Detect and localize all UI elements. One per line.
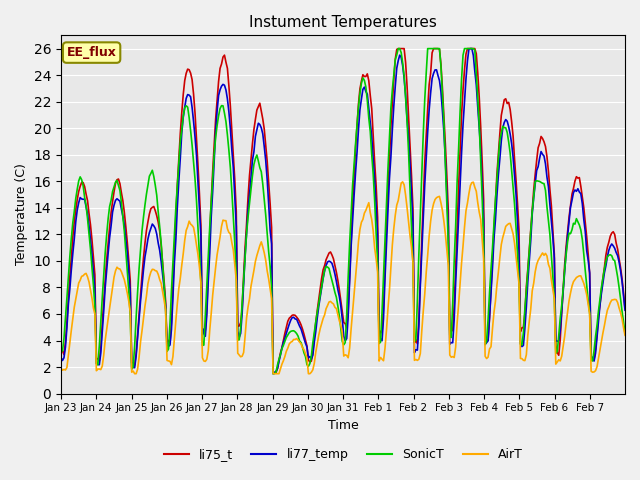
- Line: AirT: AirT: [61, 182, 625, 374]
- Text: EE_flux: EE_flux: [67, 46, 116, 59]
- SonicT: [57, 348, 65, 353]
- li77_temp: [467, 46, 474, 51]
- AirT: [462, 208, 470, 214]
- li75_t: [621, 305, 629, 311]
- AirT: [94, 366, 102, 372]
- AirT: [131, 371, 138, 377]
- li77_temp: [94, 361, 102, 367]
- SonicT: [76, 174, 84, 180]
- SonicT: [546, 231, 554, 237]
- Y-axis label: Temperature (C): Temperature (C): [15, 164, 28, 265]
- li75_t: [546, 187, 554, 192]
- li77_temp: [76, 195, 84, 201]
- li77_temp: [546, 202, 554, 207]
- AirT: [76, 277, 84, 283]
- X-axis label: Time: Time: [328, 419, 358, 432]
- li75_t: [620, 290, 627, 296]
- li77_temp: [461, 99, 468, 105]
- AirT: [546, 265, 554, 271]
- AirT: [349, 309, 356, 315]
- li75_t: [349, 202, 356, 207]
- li75_t: [394, 46, 402, 51]
- Line: SonicT: SonicT: [61, 48, 625, 374]
- li77_temp: [620, 293, 627, 299]
- li77_temp: [621, 307, 629, 313]
- li77_temp: [269, 371, 277, 377]
- li75_t: [76, 183, 84, 189]
- SonicT: [94, 362, 102, 368]
- Title: Instument Temperatures: Instument Temperatures: [249, 15, 437, 30]
- SonicT: [620, 319, 627, 325]
- SonicT: [621, 331, 629, 336]
- SonicT: [394, 46, 402, 51]
- li75_t: [94, 356, 102, 362]
- Legend: li75_t, li77_temp, SonicT, AirT: li75_t, li77_temp, SonicT, AirT: [159, 443, 527, 466]
- li77_temp: [57, 355, 65, 360]
- AirT: [57, 366, 65, 372]
- li75_t: [462, 51, 470, 57]
- AirT: [620, 325, 627, 331]
- SonicT: [269, 371, 277, 377]
- SonicT: [349, 182, 356, 188]
- Line: li75_t: li75_t: [61, 48, 625, 373]
- li75_t: [272, 370, 280, 376]
- SonicT: [462, 46, 470, 51]
- Line: li77_temp: li77_temp: [61, 48, 625, 374]
- AirT: [399, 179, 406, 185]
- li75_t: [57, 348, 65, 354]
- AirT: [621, 333, 629, 338]
- li77_temp: [349, 218, 356, 224]
